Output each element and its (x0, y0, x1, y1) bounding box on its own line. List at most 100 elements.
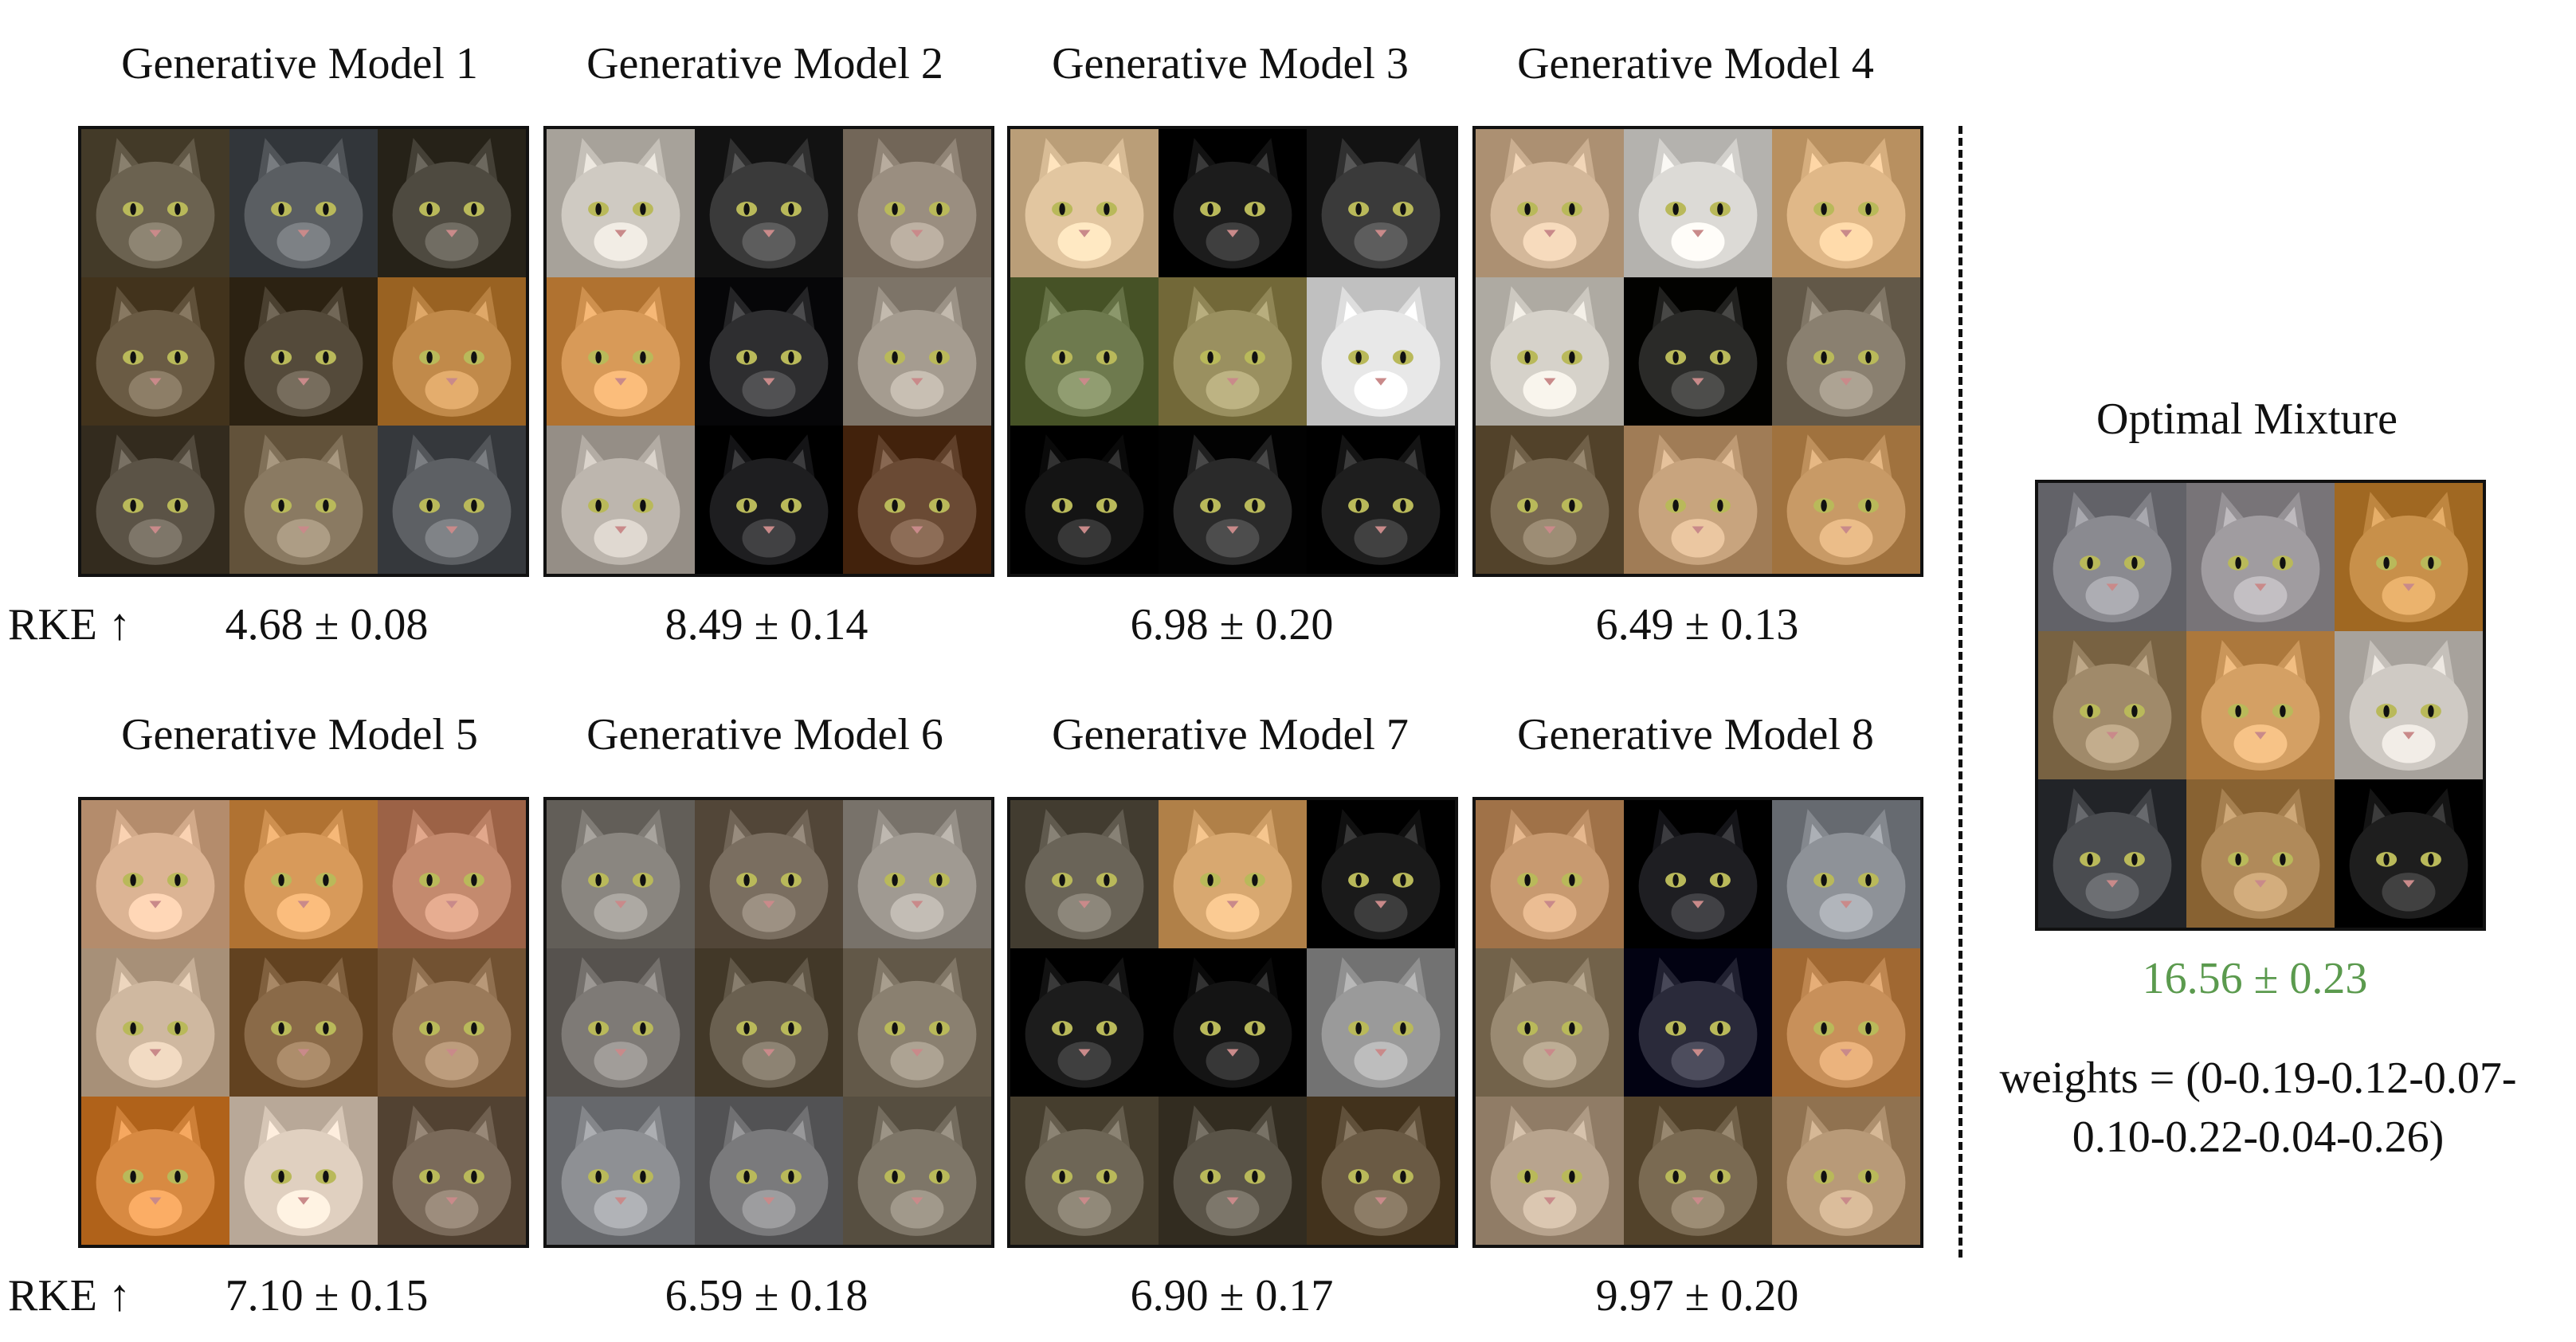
mixture-score: 16.56 ± 0.23 (2142, 954, 2368, 1003)
sample-image (547, 948, 695, 1097)
model-2-sample-grid (543, 126, 994, 577)
sample-image (378, 129, 526, 277)
sample-image (2335, 483, 2483, 631)
mixture-sample-grid (2035, 480, 2486, 931)
mixture-weights: weights = (0-0.19-0.12-0.07- 0.10-0.22-0… (1947, 1049, 2569, 1167)
sample-image (378, 426, 526, 574)
sample-image (229, 426, 378, 574)
sample-image (1624, 277, 1772, 426)
sample-image (1010, 129, 1159, 277)
sample-image (843, 948, 991, 1097)
weights-line-2: 0.10-0.22-0.04-0.26) (2072, 1112, 2445, 1162)
sample-image (2186, 631, 2335, 779)
sample-image (1159, 426, 1307, 574)
sample-image (1772, 800, 1920, 948)
sample-image (1476, 1097, 1624, 1245)
model-8-title: Generative Model 8 (1517, 710, 1874, 759)
sample-image (81, 129, 229, 277)
sample-image (2335, 631, 2483, 779)
dashed-divider (1958, 126, 1962, 1258)
sample-image (378, 800, 526, 948)
sample-image (695, 1097, 843, 1245)
sample-image (695, 948, 843, 1097)
sample-image (547, 800, 695, 948)
sample-image (2335, 779, 2483, 928)
sample-image (843, 800, 991, 948)
sample-image (1159, 800, 1307, 948)
sample-image (81, 277, 229, 426)
sample-image (1624, 129, 1772, 277)
sample-image (843, 1097, 991, 1245)
sample-image (547, 426, 695, 574)
sample-image (2186, 779, 2335, 928)
sample-image (843, 277, 991, 426)
sample-image (1476, 129, 1624, 277)
sample-image (547, 277, 695, 426)
model-3-score: 6.98 ± 0.20 (1130, 600, 1334, 649)
sample-image (1624, 800, 1772, 948)
sample-image (1010, 948, 1159, 1097)
sample-image (695, 277, 843, 426)
sample-image (1772, 426, 1920, 574)
sample-image (1624, 426, 1772, 574)
sample-image (695, 800, 843, 948)
sample-image (229, 1097, 378, 1245)
model-3-sample-grid (1007, 126, 1458, 577)
sample-image (81, 948, 229, 1097)
sample-image (1159, 277, 1307, 426)
sample-image (1010, 800, 1159, 948)
model-3-title: Generative Model 3 (1052, 39, 1409, 88)
sample-image (695, 129, 843, 277)
sample-image (1772, 948, 1920, 1097)
sample-image (81, 800, 229, 948)
model-5-score: 7.10 ± 0.15 (225, 1271, 429, 1320)
sample-image (843, 426, 991, 574)
sample-image (1307, 277, 1455, 426)
rke-label-row-1: RKE ↑ (8, 600, 131, 649)
sample-image (229, 948, 378, 1097)
sample-image (1159, 129, 1307, 277)
sample-image (1307, 426, 1455, 574)
sample-image (2038, 483, 2186, 631)
sample-image (378, 277, 526, 426)
model-5-title: Generative Model 5 (121, 710, 478, 759)
sample-image (1476, 800, 1624, 948)
sample-image (1307, 129, 1455, 277)
model-5-sample-grid (78, 797, 529, 1248)
sample-image (1307, 800, 1455, 948)
rke-label-row-2: RKE ↑ (8, 1271, 131, 1320)
model-2-score: 8.49 ± 0.14 (665, 600, 868, 649)
sample-image (1307, 948, 1455, 1097)
sample-image (378, 948, 526, 1097)
sample-image (2038, 779, 2186, 928)
sample-image (547, 1097, 695, 1245)
model-6-title: Generative Model 6 (586, 710, 943, 759)
model-1-sample-grid (78, 126, 529, 577)
sample-image (1010, 277, 1159, 426)
model-8-sample-grid (1472, 797, 1923, 1248)
sample-image (1010, 1097, 1159, 1245)
sample-image (1624, 948, 1772, 1097)
sample-image (1307, 1097, 1455, 1245)
model-6-sample-grid (543, 797, 994, 1248)
sample-image (547, 129, 695, 277)
sample-image (695, 426, 843, 574)
sample-image (229, 800, 378, 948)
sample-image (81, 1097, 229, 1245)
sample-image (1476, 277, 1624, 426)
model-4-score: 6.49 ± 0.13 (1595, 600, 1799, 649)
sample-image (378, 1097, 526, 1245)
model-1-score: 4.68 ± 0.08 (225, 600, 429, 649)
sample-image (229, 277, 378, 426)
sample-image (1624, 1097, 1772, 1245)
sample-image (1772, 1097, 1920, 1245)
sample-image (81, 426, 229, 574)
model-7-sample-grid (1007, 797, 1458, 1248)
model-4-title: Generative Model 4 (1517, 39, 1874, 88)
model-2-title: Generative Model 2 (586, 39, 943, 88)
model-8-score: 9.97 ± 0.20 (1595, 1271, 1799, 1320)
sample-image (1772, 129, 1920, 277)
sample-image (843, 129, 991, 277)
sample-image (1159, 1097, 1307, 1245)
model-1-title: Generative Model 1 (121, 39, 478, 88)
